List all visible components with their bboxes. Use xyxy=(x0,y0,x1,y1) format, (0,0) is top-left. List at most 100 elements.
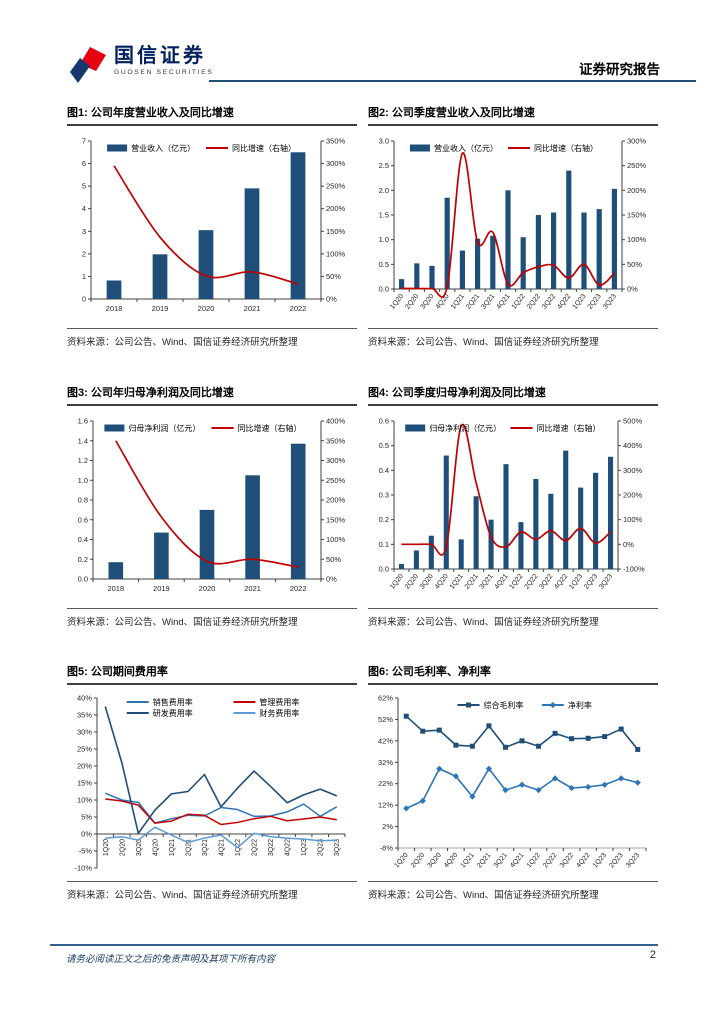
svg-text:研发费用率: 研发费用率 xyxy=(153,708,193,718)
svg-text:2Q21: 2Q21 xyxy=(185,839,192,856)
svg-text:3Q23: 3Q23 xyxy=(334,839,341,856)
figure-block-1: 图1: 公司年度营业收入及同比增速 0 1 2 3 4 5 6 7 0% 50% 100% 150% 2… xyxy=(67,104,357,348)
svg-text:2Q20: 2Q20 xyxy=(410,852,426,870)
header-rule xyxy=(209,80,696,82)
svg-text:2022: 2022 xyxy=(290,584,307,593)
svg-text:4Q22: 4Q22 xyxy=(575,852,591,870)
svg-text:综合毛利率: 综合毛利率 xyxy=(484,700,524,710)
svg-text:2019: 2019 xyxy=(152,304,169,313)
svg-text:0.1: 0.1 xyxy=(379,540,389,549)
svg-text:归母净利润（亿元）: 归母净利润（亿元） xyxy=(429,423,501,433)
svg-text:3Q22: 3Q22 xyxy=(538,573,554,591)
svg-text:4Q21: 4Q21 xyxy=(219,839,226,856)
svg-text:1Q20: 1Q20 xyxy=(389,293,405,311)
svg-text:5%: 5% xyxy=(81,813,92,822)
svg-text:4Q21: 4Q21 xyxy=(494,573,510,591)
footer-disclaimer: 请务必阅读正文之后的免责声明及其项下所有内容 xyxy=(66,954,276,965)
svg-text:50%: 50% xyxy=(326,555,341,564)
svg-text:6: 6 xyxy=(82,159,86,168)
svg-text:300%: 300% xyxy=(326,159,346,168)
figure-block-5: 图5: 公司期间费用率 -10% -5% 0% 5% 10% 15% 20% 25% 30% 35… xyxy=(67,663,357,901)
svg-text:同比增速（右轴）: 同比增速（右轴） xyxy=(534,143,598,153)
svg-text:营业收入（亿元）: 营业收入（亿元） xyxy=(131,143,195,153)
svg-text:62%: 62% xyxy=(378,694,393,703)
svg-text:0.0: 0.0 xyxy=(78,575,88,584)
figure-title: 图1: 公司年度营业收入及同比增速 xyxy=(67,104,357,126)
figure-title: 图3: 公司年归母净利润及同比增速 xyxy=(67,384,357,406)
svg-text:2%: 2% xyxy=(382,822,393,831)
svg-text:4Q20: 4Q20 xyxy=(152,839,159,856)
svg-text:3Q22: 3Q22 xyxy=(268,839,275,856)
svg-text:2Q21: 2Q21 xyxy=(476,852,492,870)
svg-text:3Q21: 3Q21 xyxy=(479,573,495,591)
svg-text:250%: 250% xyxy=(627,161,647,170)
svg-text:400%: 400% xyxy=(623,441,643,450)
svg-text:20%: 20% xyxy=(77,762,92,771)
svg-text:0.8: 0.8 xyxy=(78,496,88,505)
figure-source: 资料来源：公司公告、Wind、国信证券经济研究所整理 xyxy=(368,328,658,348)
svg-text:52%: 52% xyxy=(378,715,393,724)
svg-text:250%: 250% xyxy=(326,182,346,191)
svg-text:管理费用率: 管理费用率 xyxy=(259,697,299,707)
svg-text:100%: 100% xyxy=(623,515,643,524)
svg-text:2021: 2021 xyxy=(244,304,261,313)
svg-text:1: 1 xyxy=(82,272,86,281)
svg-text:3.0: 3.0 xyxy=(379,137,389,146)
footer-rule xyxy=(50,944,658,946)
figure-block-6: 图6: 公司毛利率、净利率 -8% 2% 12% 22% 32% 42% 52% 62% 1Q2… xyxy=(368,663,658,901)
svg-text:-100%: -100% xyxy=(623,565,645,574)
svg-text:1Q20: 1Q20 xyxy=(389,573,405,591)
svg-text:300%: 300% xyxy=(623,466,643,475)
svg-text:300%: 300% xyxy=(627,137,647,146)
svg-text:4Q22: 4Q22 xyxy=(556,293,572,311)
svg-text:归母净利润（亿元）: 归母净利润（亿元） xyxy=(128,423,200,433)
figure-source: 资料来源：公司公告、Wind、国信证券经济研究所整理 xyxy=(67,881,357,901)
svg-text:2Q23: 2Q23 xyxy=(583,573,599,591)
figure-source: 资料来源：公司公告、Wind、国信证券经济研究所整理 xyxy=(368,881,658,901)
svg-text:-10%: -10% xyxy=(74,864,92,873)
logo-navy-shape xyxy=(70,58,90,83)
svg-text:3Q23: 3Q23 xyxy=(602,293,618,311)
svg-text:200%: 200% xyxy=(326,496,346,505)
svg-text:0.0: 0.0 xyxy=(379,285,389,294)
figure-source: 资料来源：公司公告、Wind、国信证券经济研究所整理 xyxy=(67,608,357,628)
svg-text:15%: 15% xyxy=(77,779,92,788)
svg-text:净利率: 净利率 xyxy=(568,700,592,710)
svg-text:10%: 10% xyxy=(77,796,92,805)
brand-subtitle: GUOSEN SECURITIES xyxy=(114,69,214,76)
figure-title: 图5: 公司期间费用率 xyxy=(67,663,357,685)
svg-text:0%: 0% xyxy=(326,295,337,304)
svg-text:350%: 350% xyxy=(326,137,346,146)
svg-text:50%: 50% xyxy=(627,260,642,269)
svg-text:0: 0 xyxy=(82,295,86,304)
svg-text:1Q20: 1Q20 xyxy=(393,852,409,870)
svg-text:2.0: 2.0 xyxy=(379,186,389,195)
svg-text:3Q22: 3Q22 xyxy=(541,293,557,311)
svg-text:2018: 2018 xyxy=(107,584,124,593)
svg-text:2Q20: 2Q20 xyxy=(404,573,420,591)
svg-text:350%: 350% xyxy=(326,436,346,445)
svg-text:200%: 200% xyxy=(623,491,643,500)
svg-text:4: 4 xyxy=(82,204,86,213)
figure-chart: -8%2%12%22%32%42%52%62%1Q20 2Q20 3Q20 4Q20 1… xyxy=(378,694,647,870)
svg-text:1.5: 1.5 xyxy=(379,211,389,220)
figure-block-3: 图3: 公司年归母净利润及同比增速 0.0 0.2 0.4 0.6 0.8 1.0 1.2 1… xyxy=(67,384,357,628)
svg-text:同比增速（右轴）: 同比增速（右轴） xyxy=(232,143,296,153)
svg-text:4Q22: 4Q22 xyxy=(553,573,569,591)
svg-text:22%: 22% xyxy=(378,779,393,788)
svg-text:财务费用率: 财务费用率 xyxy=(259,708,299,718)
svg-text:0.2: 0.2 xyxy=(78,555,88,564)
svg-text:35%: 35% xyxy=(77,711,92,720)
svg-text:200%: 200% xyxy=(326,204,346,213)
svg-text:2020: 2020 xyxy=(198,304,215,313)
figure-chart: 0.0 0.2 0.4 0.6 0.8 1.0 1.2 1.4 1.6 0% 50% 100% 150%… xyxy=(78,417,346,594)
svg-text:3: 3 xyxy=(82,227,86,236)
figure-title: 图2: 公司季度营业收入及同比增速 xyxy=(368,104,658,126)
svg-text:12%: 12% xyxy=(378,801,393,810)
svg-text:150%: 150% xyxy=(326,515,346,524)
svg-text:3Q22: 3Q22 xyxy=(559,852,575,870)
svg-text:3Q20: 3Q20 xyxy=(420,293,436,311)
figure-chart: 0.0 0.1 0.2 0.3 0.4 0.5 0.6 -100% 0% 100% 200% 300%… xyxy=(379,417,645,591)
svg-text:营业收入（亿元）: 营业收入（亿元） xyxy=(434,143,498,153)
